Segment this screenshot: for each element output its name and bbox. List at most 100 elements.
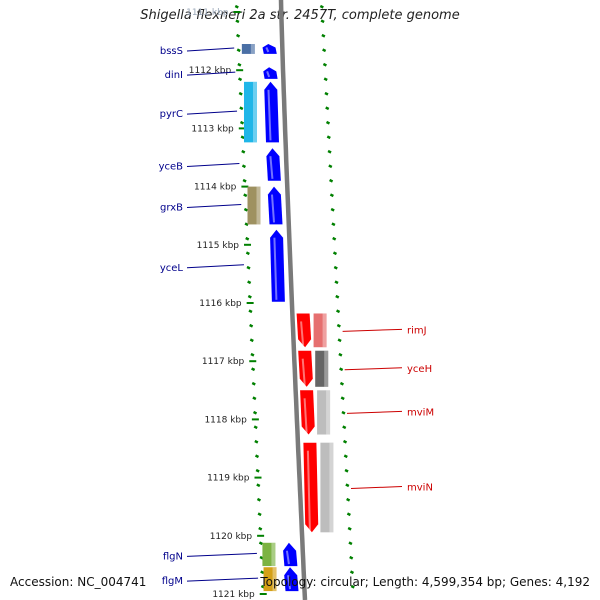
gene-layer	[241, 44, 334, 592]
ruler-minor-tick	[239, 106, 244, 111]
gene-label-yceH: yceH	[407, 364, 432, 375]
ruler-minor-tick	[238, 91, 243, 96]
ruler-minor-tick	[249, 323, 254, 328]
ruler-minor-tick	[245, 236, 250, 241]
outer-minor-tick	[344, 468, 349, 473]
outer-minor-tick	[332, 251, 338, 256]
ruler-minor-tick	[244, 222, 249, 227]
cog-box-shade	[252, 81, 257, 143]
ruler-minor-tick	[241, 149, 246, 154]
outer-minor-tick	[341, 410, 346, 415]
ruler-minor-tick	[256, 497, 262, 502]
ruler-minor-tick	[241, 164, 247, 169]
outer-minor-tick	[322, 62, 327, 67]
gene-label-grxB: grxB	[160, 203, 183, 214]
gene-arrow-highlight	[287, 575, 292, 590]
leader-line-grxB	[186, 204, 242, 209]
ruler-minor-tick	[260, 570, 265, 575]
ruler-minor-tick	[258, 526, 263, 531]
cog-box-mviM	[317, 390, 331, 435]
ruler-minor-tick	[234, 4, 239, 9]
leader-line-dinI	[186, 71, 236, 76]
leader-line-mviM	[346, 410, 403, 414]
gene-label-dinI: dinI	[165, 70, 183, 81]
ruler-minor-tick	[237, 62, 242, 67]
leader-line-pyrC	[186, 110, 238, 115]
ruler-minor-tick	[236, 33, 241, 38]
ruler-layer: 1111 kbp 1112 kbp 1113 kbp 1114 kbp 1115 kbp…	[186, 4, 355, 600]
gene-arrow-highlight	[303, 398, 308, 433]
gene-label-pyrC: pyrC	[160, 109, 183, 120]
ruler-minor-tick	[253, 425, 258, 430]
ruler-minor-tick	[245, 251, 250, 256]
gene-label-mviM: mviM	[407, 407, 434, 418]
ruler-tick-label: 1112 kbp	[189, 66, 232, 76]
cog-box-shade	[329, 442, 334, 533]
cog-box-shade	[271, 542, 276, 567]
gene-arrow-bssS	[262, 44, 277, 54]
cog-box-yceH	[315, 350, 329, 387]
cog-box-mviN	[320, 442, 334, 533]
ruler-minor-tick	[237, 77, 243, 82]
genome-backbone	[278, 0, 308, 600]
outer-minor-tick	[349, 570, 355, 575]
outer-minor-tick	[347, 526, 352, 531]
ruler-tick-label: 1113 kbp	[191, 124, 234, 134]
ruler-minor-tick	[248, 309, 253, 314]
ruler-minor-tick	[254, 439, 259, 444]
ruler-tick-label: 1119 kbp	[207, 474, 250, 484]
ruler-minor-tick	[252, 396, 257, 401]
cog-box-flgN	[262, 542, 276, 567]
gene-arrow-highlight	[269, 156, 274, 179]
gene-arrow-yceL	[270, 229, 285, 302]
outer-minor-tick	[342, 439, 348, 444]
leader-line-yceB	[186, 162, 240, 167]
outer-minor-tick	[335, 294, 340, 299]
ruler-minor-tick	[257, 512, 262, 517]
gene-label-bssS: bssS	[160, 46, 183, 57]
ruler-tick-label: 1118 kbp	[204, 415, 247, 425]
gene-arrow-yceH	[298, 350, 313, 387]
leader-line-rimJ	[342, 328, 403, 332]
gene-arrow-grxB	[267, 186, 283, 225]
backbone-layer	[278, 0, 308, 600]
cog-box-bssS	[241, 44, 255, 54]
gene-arrow-mviN	[303, 442, 319, 533]
gene-arrow-highlight	[265, 47, 270, 53]
outer-minor-tick	[326, 135, 331, 140]
outer-minor-tick	[320, 19, 325, 24]
ruler-tick-label: 1115 kbp	[197, 241, 240, 251]
gene-arrow-flgM	[284, 567, 299, 592]
gene-arrow-dinI	[263, 67, 278, 79]
cog-box-grxB	[247, 186, 261, 225]
ruler-minor-tick	[258, 541, 263, 546]
outer-minor-tick	[350, 584, 355, 589]
outer-minor-tick	[332, 236, 337, 241]
outer-minor-tick	[346, 512, 351, 517]
gene-arrow-pyrC	[264, 81, 279, 143]
cog-box-shade	[256, 186, 261, 225]
gene-arrow-mviM	[300, 390, 315, 435]
leader-line-mviN	[350, 485, 403, 489]
gene-arrow-highlight	[273, 237, 278, 300]
ruler-minor-tick	[251, 367, 256, 372]
outer-minor-tick	[321, 33, 326, 38]
ruler-minor-tick	[251, 381, 256, 386]
ruler-minor-tick	[235, 19, 240, 24]
cog-box-shade	[250, 44, 255, 54]
gene-arrow-highlight	[285, 550, 290, 565]
outer-minor-tick	[329, 193, 334, 198]
outer-minor-tick	[346, 497, 351, 502]
gene-arrow-highlight	[271, 194, 275, 223]
cog-box-shade	[326, 390, 331, 435]
outer-minor-tick	[336, 309, 341, 314]
outer-minor-tick	[337, 338, 342, 343]
outer-minor-tick	[340, 396, 345, 401]
gene-arrow-highlight	[266, 71, 271, 78]
outer-minor-tick	[336, 323, 341, 328]
outer-minor-tick	[349, 555, 354, 560]
ruler-minor-tick	[252, 410, 258, 415]
cog-box-shade	[272, 567, 277, 592]
ruler-minor-tick	[236, 48, 241, 53]
gene-label-yceL: yceL	[160, 263, 184, 274]
